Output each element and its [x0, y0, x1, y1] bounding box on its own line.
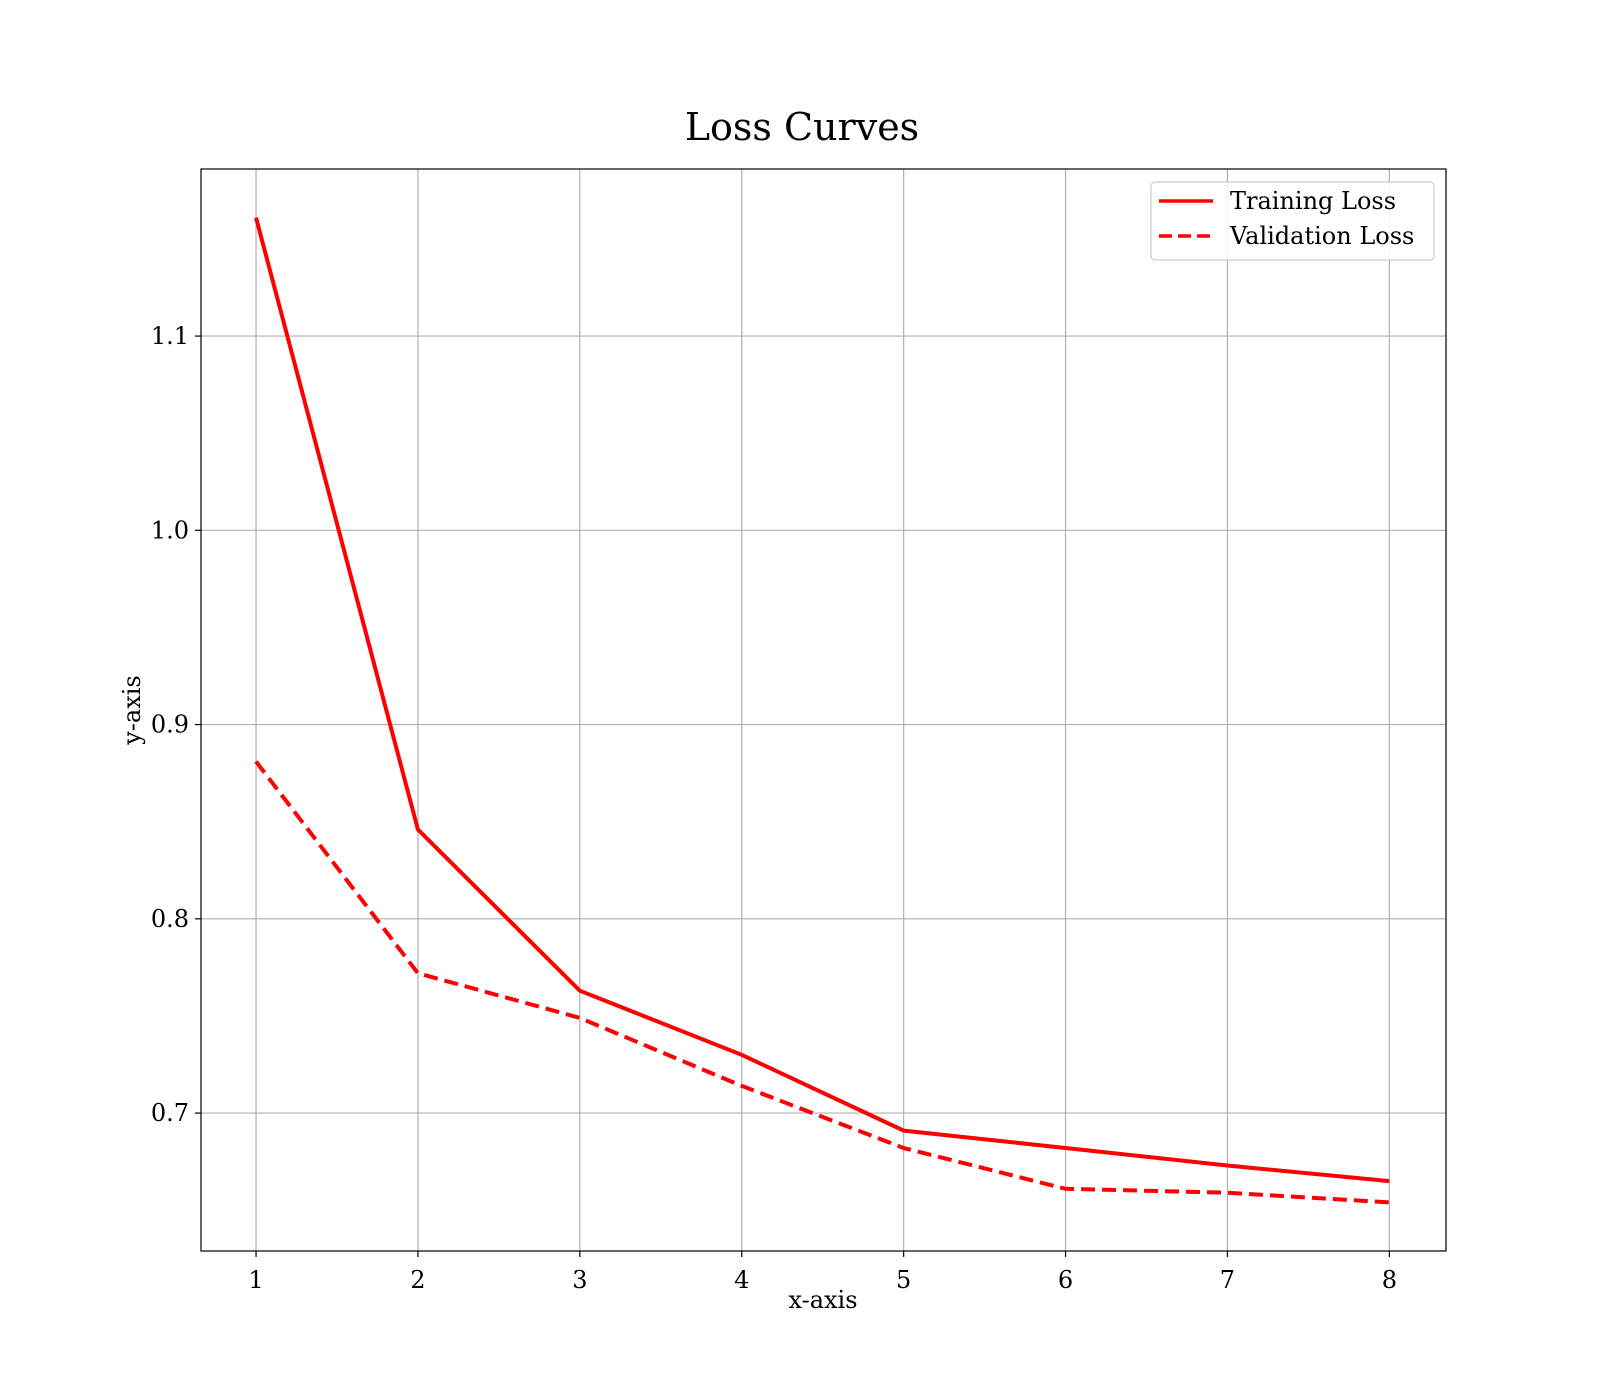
x-tick-label: 1	[248, 1266, 263, 1294]
x-tick-label: 7	[1220, 1266, 1235, 1294]
x-axis-label: x-axis	[788, 1286, 857, 1314]
legend-box	[1150, 181, 1435, 261]
x-ticks: 1 2 3 4 5 6 7 8	[248, 1251, 1397, 1294]
x-tick-label: 4	[734, 1266, 749, 1294]
x-tick-label: 8	[1382, 1266, 1397, 1294]
y-tick-label: 0.7	[151, 1099, 189, 1127]
x-tick-label: 3	[572, 1266, 587, 1294]
x-tick-label: 6	[1058, 1266, 1073, 1294]
series-lines	[254, 217, 1390, 1205]
plot-area-frame	[200, 168, 1447, 1252]
chart-title: Loss Curves	[685, 105, 919, 149]
y-ticks: 0.7 0.8 0.9 1.0 1.1	[151, 322, 201, 1127]
legend-label-validation: Validation Loss	[1229, 222, 1414, 250]
y-tick-label: 1.0	[151, 516, 189, 544]
legend: Training Loss Validation Loss	[1150, 181, 1435, 261]
grid-lines	[201, 169, 1446, 1251]
x-tick-label: 2	[410, 1266, 425, 1294]
validation-loss-line	[254, 760, 1390, 1205]
x-tick-label: 5	[896, 1266, 911, 1294]
y-axis-label: y-axis	[118, 675, 146, 746]
legend-label-training: Training Loss	[1230, 187, 1396, 215]
y-tick-label: 1.1	[151, 322, 189, 350]
y-tick-label: 0.8	[151, 905, 189, 933]
training-loss-line	[254, 217, 1390, 1184]
y-tick-label: 0.9	[151, 711, 189, 739]
